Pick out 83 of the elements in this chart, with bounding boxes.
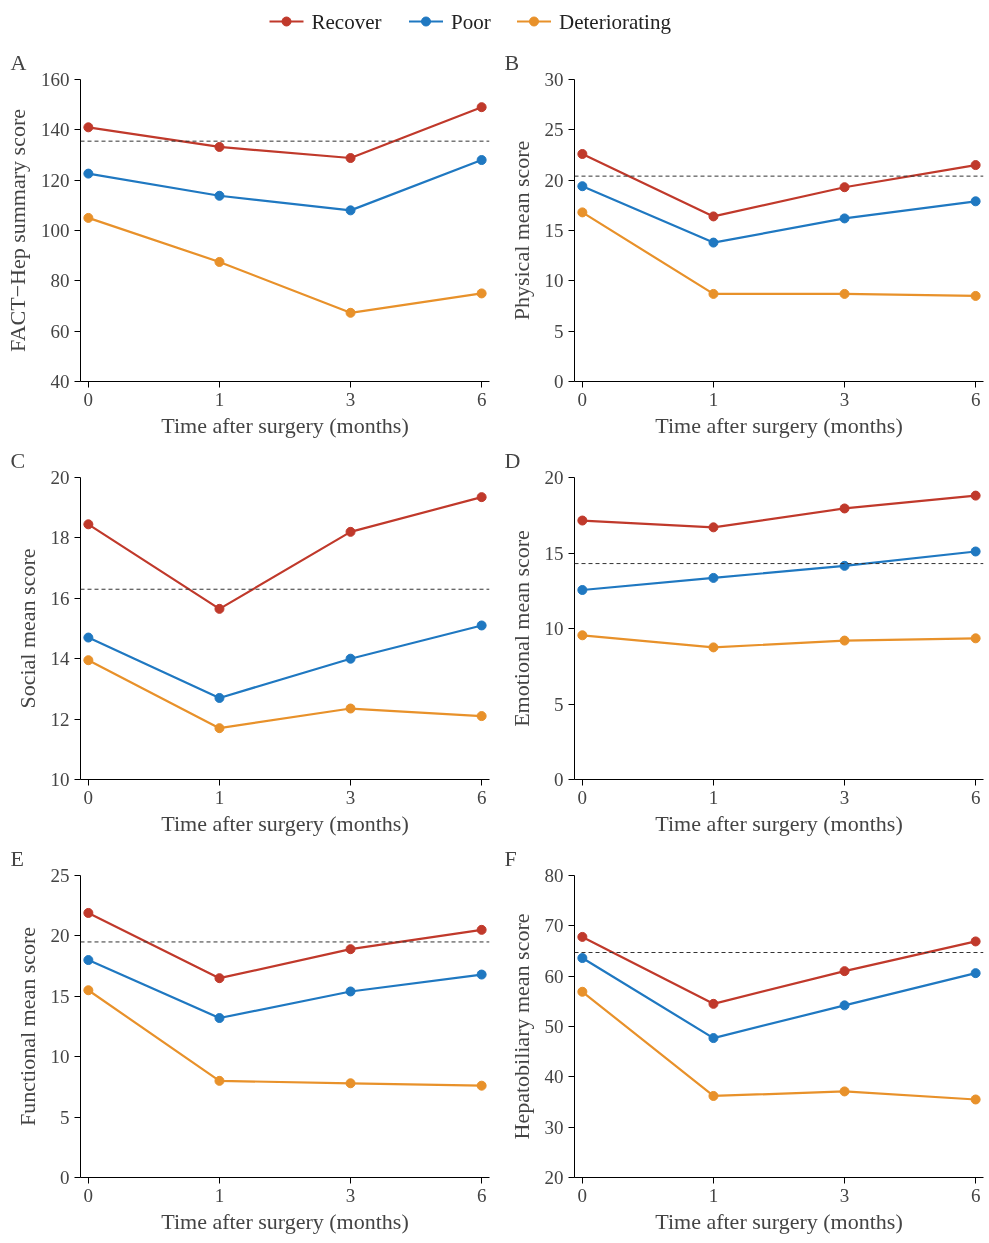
y-tick-label: 60 xyxy=(544,965,564,987)
x-axis-title: Time after surgery (months) xyxy=(161,412,409,438)
y-tick-label: 14 xyxy=(50,648,70,670)
y-tick-label: 12 xyxy=(50,708,70,730)
y-axis-title: Functional mean score xyxy=(14,926,40,1127)
y-axis-title: Hepatobiliary mean score xyxy=(508,913,534,1140)
y-tick-label: 20 xyxy=(544,467,564,488)
y-tick-label: 25 xyxy=(50,865,70,886)
y-tick-label: 100 xyxy=(41,220,70,241)
x-tick-label: 3 xyxy=(345,1184,356,1206)
y-tick-label: 50 xyxy=(544,1016,564,1037)
legend-label: Poor xyxy=(451,9,491,34)
x-tick-label: 0 xyxy=(577,388,588,410)
y-axis-title: Emotional mean score xyxy=(508,530,534,727)
y-tick-label: 80 xyxy=(50,270,70,292)
x-tick-label: 3 xyxy=(839,388,850,410)
y-tick-label: 0 xyxy=(554,769,564,790)
x-tick-label: 1 xyxy=(214,786,225,808)
y-tick-label: 0 xyxy=(60,1167,70,1188)
y-tick-label: 70 xyxy=(544,915,564,937)
x-axis-title: Time after surgery (months) xyxy=(161,810,409,836)
x-tick-label: 0 xyxy=(577,786,588,808)
y-tick-label: 30 xyxy=(544,69,564,90)
y-axis-title: Physical mean score xyxy=(508,140,534,321)
x-tick-label: 1 xyxy=(708,388,719,410)
x-tick-label: 1 xyxy=(708,1184,719,1206)
y-tick-label: 25 xyxy=(544,119,564,141)
x-tick-label: 3 xyxy=(839,786,850,808)
chart-title: C xyxy=(10,447,26,473)
x-tick-label: 6 xyxy=(476,1184,487,1206)
y-tick-label: 5 xyxy=(554,693,564,715)
x-tick-label: 0 xyxy=(83,786,94,808)
y-tick-label: 10 xyxy=(544,270,564,292)
y-tick-label: 15 xyxy=(544,220,564,241)
y-axis-title: FACT−Hep summary score xyxy=(5,109,30,352)
chart-title: B xyxy=(504,49,520,75)
x-tick-label: 6 xyxy=(970,388,981,410)
y-tick-label: 10 xyxy=(544,618,564,639)
legend-label: Recover xyxy=(311,9,382,34)
y-tick-label: 5 xyxy=(554,320,564,342)
x-tick-label: 6 xyxy=(476,388,487,410)
y-tick-label: 30 xyxy=(544,1116,564,1138)
y-axis-title: Social mean score xyxy=(14,548,40,709)
y-tick-label: 140 xyxy=(41,119,70,141)
y-tick-label: 10 xyxy=(50,1046,70,1068)
y-tick-label: 16 xyxy=(50,587,70,609)
y-tick-label: 20 xyxy=(50,925,70,947)
y-tick-label: 15 xyxy=(544,542,564,564)
x-tick-label: 1 xyxy=(214,1184,225,1206)
y-tick-label: 120 xyxy=(41,169,70,191)
x-tick-label: 0 xyxy=(83,1184,94,1206)
x-tick-label: 3 xyxy=(839,1184,850,1206)
x-tick-label: 0 xyxy=(577,1184,588,1206)
legend-label: Deteriorating xyxy=(559,9,672,34)
x-axis-title: Time after surgery (months) xyxy=(161,1208,409,1234)
y-tick-label: 20 xyxy=(544,169,564,191)
y-tick-label: 40 xyxy=(544,1066,564,1088)
y-tick-label: 40 xyxy=(50,371,70,392)
y-tick-label: 10 xyxy=(50,769,70,790)
y-tick-label: 60 xyxy=(50,320,70,342)
x-tick-label: 6 xyxy=(970,786,981,808)
x-tick-label: 0 xyxy=(83,388,94,410)
x-axis-title: Time after surgery (months) xyxy=(655,412,903,438)
x-tick-label: 6 xyxy=(476,786,487,808)
x-axis-title: Time after surgery (months) xyxy=(655,1208,903,1234)
y-tick-label: 15 xyxy=(50,985,70,1007)
y-tick-label: 20 xyxy=(544,1167,564,1188)
x-tick-label: 1 xyxy=(708,786,719,808)
x-tick-label: 3 xyxy=(345,786,356,808)
chart-title: D xyxy=(504,447,521,473)
chart-title: A xyxy=(10,49,27,75)
x-tick-label: 1 xyxy=(214,388,225,410)
chart-title: F xyxy=(504,845,517,871)
y-tick-label: 18 xyxy=(50,527,70,549)
y-tick-label: 80 xyxy=(544,865,564,886)
y-tick-label: 5 xyxy=(60,1106,70,1128)
y-tick-label: 0 xyxy=(554,371,564,392)
x-axis-title: Time after surgery (months) xyxy=(655,810,903,836)
y-tick-label: 160 xyxy=(41,69,70,90)
x-tick-label: 6 xyxy=(970,1184,981,1206)
y-tick-label: 20 xyxy=(50,467,70,488)
chart-title: E xyxy=(10,845,24,871)
x-tick-label: 3 xyxy=(345,388,356,410)
